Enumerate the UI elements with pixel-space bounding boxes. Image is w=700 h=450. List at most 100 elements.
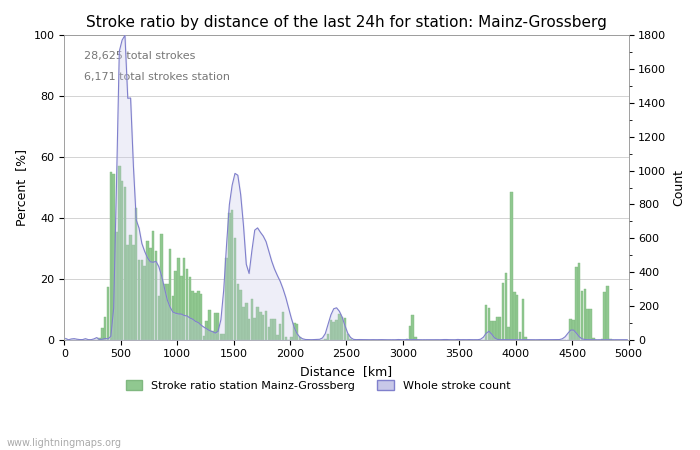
Bar <box>251 299 253 340</box>
Bar <box>186 269 188 340</box>
Bar <box>335 320 338 340</box>
Bar <box>609 339 612 340</box>
Bar <box>409 326 411 340</box>
Bar <box>603 292 606 340</box>
Bar <box>223 334 225 340</box>
Whole stroke count <box>84 337 92 342</box>
Bar <box>152 230 155 340</box>
Bar <box>284 337 287 340</box>
Bar <box>163 284 166 340</box>
Bar <box>118 166 120 340</box>
Bar <box>279 324 281 340</box>
Bar <box>180 276 183 340</box>
Bar <box>570 319 572 340</box>
Bar <box>584 289 586 340</box>
Bar <box>231 210 233 340</box>
Bar <box>293 324 295 340</box>
Bar <box>225 258 228 340</box>
Bar <box>488 308 490 340</box>
Bar <box>206 321 208 340</box>
Bar <box>203 336 205 340</box>
Bar <box>214 313 216 340</box>
Bar <box>522 298 524 340</box>
Bar <box>138 260 140 340</box>
Bar <box>242 306 245 340</box>
Bar <box>290 337 293 340</box>
Bar <box>149 248 152 340</box>
Bar <box>104 318 106 340</box>
Bar <box>259 312 262 340</box>
Bar <box>197 291 199 340</box>
Y-axis label: Count: Count <box>672 169 685 206</box>
Bar <box>166 284 169 340</box>
Title: Stroke ratio by distance of the last 24h for station: Mainz-Grossberg: Stroke ratio by distance of the last 24h… <box>86 15 607 30</box>
Bar <box>183 258 186 340</box>
Bar <box>341 317 344 340</box>
Bar <box>581 291 583 340</box>
Bar <box>158 296 160 340</box>
Bar <box>276 335 279 340</box>
Whole stroke count <box>214 328 223 334</box>
Bar <box>575 267 578 340</box>
Bar <box>101 328 104 340</box>
Bar <box>106 288 109 340</box>
Bar <box>172 296 174 340</box>
Bar <box>496 317 498 340</box>
Bar <box>505 273 507 340</box>
Bar <box>519 332 522 340</box>
Bar <box>113 174 115 340</box>
Bar <box>494 321 496 340</box>
Bar <box>510 192 513 340</box>
Bar <box>146 241 149 340</box>
Bar <box>155 251 158 340</box>
Bar <box>508 328 510 340</box>
Bar <box>217 312 219 340</box>
Bar <box>228 213 230 340</box>
Bar <box>211 331 214 340</box>
Bar <box>124 187 126 340</box>
Bar <box>132 245 134 340</box>
Bar <box>248 319 251 340</box>
Bar <box>414 337 416 340</box>
Y-axis label: Percent  [%]: Percent [%] <box>15 149 28 226</box>
Bar <box>144 266 146 340</box>
Bar <box>191 291 194 340</box>
Bar <box>412 315 414 340</box>
Bar <box>220 334 222 340</box>
Bar <box>589 309 592 340</box>
Bar <box>121 181 123 340</box>
Bar <box>299 337 301 340</box>
Whole stroke count <box>451 337 459 342</box>
Bar <box>606 286 609 340</box>
Bar <box>332 322 335 340</box>
Bar <box>270 319 273 340</box>
Whole stroke count <box>601 337 609 342</box>
Bar <box>234 238 237 340</box>
Bar <box>273 319 276 340</box>
Bar <box>127 245 129 340</box>
X-axis label: Distance  [km]: Distance [km] <box>300 365 393 378</box>
Bar <box>281 312 284 340</box>
Bar <box>160 234 163 340</box>
Text: 6,171 total strokes station: 6,171 total strokes station <box>84 72 230 82</box>
Bar <box>116 232 118 340</box>
Bar <box>573 320 575 340</box>
Whole stroke count <box>581 337 589 342</box>
Line: Whole stroke count: Whole stroke count <box>66 36 627 340</box>
Bar <box>592 338 594 340</box>
Bar <box>256 307 259 340</box>
Bar <box>245 303 248 340</box>
Bar <box>502 283 504 340</box>
Bar <box>239 290 242 340</box>
Bar <box>237 284 239 340</box>
Bar <box>130 235 132 340</box>
Bar <box>135 207 137 340</box>
Bar <box>346 334 349 340</box>
Bar <box>524 337 527 340</box>
Text: 28,625 total strokes: 28,625 total strokes <box>84 50 195 61</box>
Whole stroke count <box>169 309 177 315</box>
Bar <box>110 172 112 340</box>
Whole stroke count <box>95 337 104 342</box>
Bar <box>406 339 408 340</box>
Bar <box>344 318 346 340</box>
